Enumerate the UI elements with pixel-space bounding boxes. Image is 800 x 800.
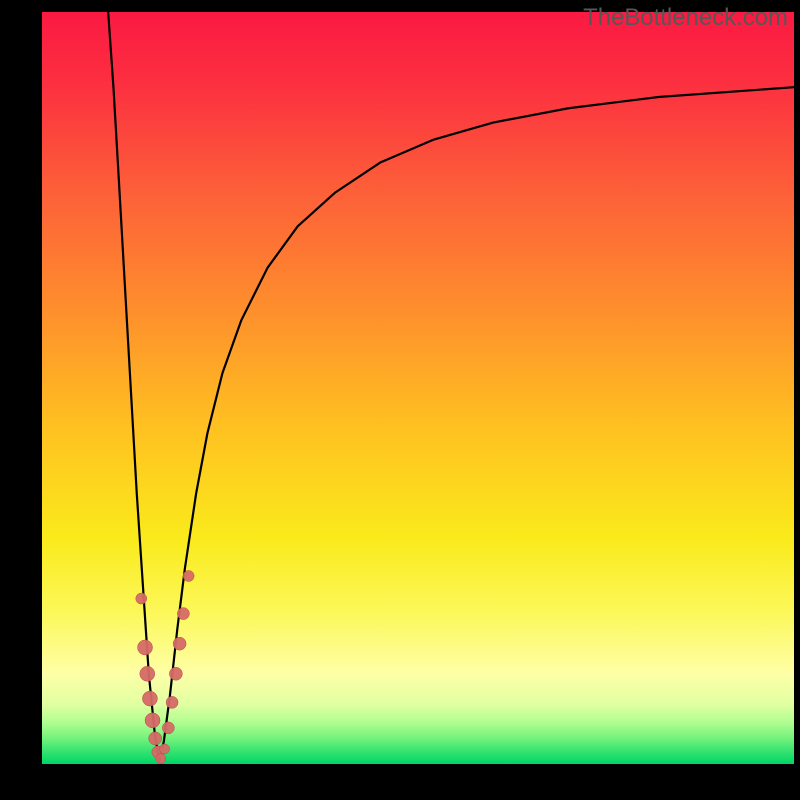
data-marker <box>145 713 160 728</box>
data-marker <box>169 667 182 680</box>
data-marker <box>149 732 162 745</box>
data-marker <box>138 640 153 655</box>
bottleneck-chart: TheBottleneck.com <box>0 0 800 800</box>
chart-svg <box>0 0 800 800</box>
data-marker <box>177 608 189 620</box>
data-marker <box>166 696 178 708</box>
watermark-label: TheBottleneck.com <box>583 4 788 32</box>
data-marker <box>173 637 186 650</box>
data-marker <box>140 666 155 681</box>
data-marker <box>160 744 170 754</box>
data-marker <box>142 691 157 706</box>
data-marker <box>162 722 174 734</box>
data-marker <box>183 571 194 582</box>
data-marker <box>156 754 166 764</box>
plot-background <box>42 12 794 764</box>
data-marker <box>136 593 147 604</box>
